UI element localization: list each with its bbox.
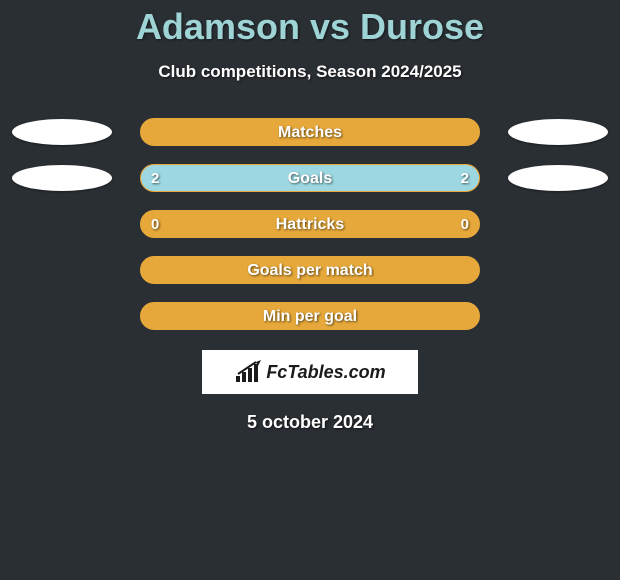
- bar-right-fill: [310, 165, 479, 191]
- player-right-ellipse: [508, 165, 608, 191]
- player-right-ellipse: [508, 119, 608, 145]
- stat-value-right: 0: [461, 211, 469, 237]
- stat-label: Hattricks: [141, 211, 479, 237]
- date-label: 5 october 2024: [0, 412, 620, 433]
- logo-box: FcTables.com: [202, 350, 418, 394]
- stat-row: 0 0Hattricks: [0, 210, 620, 238]
- page-subtitle: Club competitions, Season 2024/2025: [0, 62, 620, 82]
- stat-row: Min per goal: [0, 302, 620, 330]
- stat-bar: 0 0Hattricks: [140, 210, 480, 238]
- stat-row: 22Goals: [0, 164, 620, 192]
- stat-rows: Matches22Goals00HattricksGoals per match…: [0, 118, 620, 330]
- stat-label: Min per goal: [141, 303, 479, 329]
- stat-value-left: 0: [151, 211, 159, 237]
- logo-text: FcTables.com: [266, 362, 385, 383]
- stat-label: Goals per match: [141, 257, 479, 283]
- stat-bar: Goals per match: [140, 256, 480, 284]
- stat-row: Matches: [0, 118, 620, 146]
- page-title: Adamson vs Durose: [0, 0, 620, 48]
- stat-value-left: 2: [151, 165, 159, 191]
- stat-bar: Min per goal: [140, 302, 480, 330]
- stat-bar: Matches: [140, 118, 480, 146]
- stat-bar: 22Goals: [140, 164, 480, 192]
- bar-left-fill: [141, 165, 310, 191]
- stat-row: Goals per match: [0, 256, 620, 284]
- player-left-ellipse: [12, 119, 112, 145]
- stat-value-right: 2: [461, 165, 469, 191]
- player-left-ellipse: [12, 165, 112, 191]
- chart-icon: [234, 360, 262, 384]
- stat-label: Matches: [141, 119, 479, 145]
